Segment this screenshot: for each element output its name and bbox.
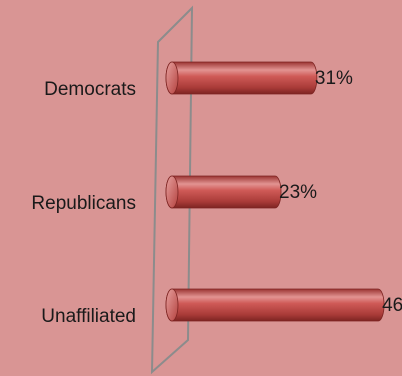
bar-democrats [165, 61, 318, 95]
value-labels: 31% 23% 46% [279, 68, 402, 316]
bar-cap-unaffiliated [165, 288, 179, 322]
category-label: Republicans [31, 193, 136, 214]
bar-republicans [165, 175, 282, 209]
category-labels: Democrats Republicans Unaffiliated [31, 79, 136, 327]
value-label: 23% [279, 182, 317, 203]
category-label: Democrats [44, 79, 136, 100]
category-label: Unaffiliated [41, 306, 136, 327]
bar-unaffiliated [165, 288, 385, 322]
bars-group [165, 61, 385, 322]
value-label: 46% [382, 295, 402, 316]
bar-cap-democrats [165, 61, 179, 95]
value-label: 31% [315, 68, 353, 89]
axis-wall [150, 5, 194, 375]
bar-cap-republicans [165, 175, 179, 209]
